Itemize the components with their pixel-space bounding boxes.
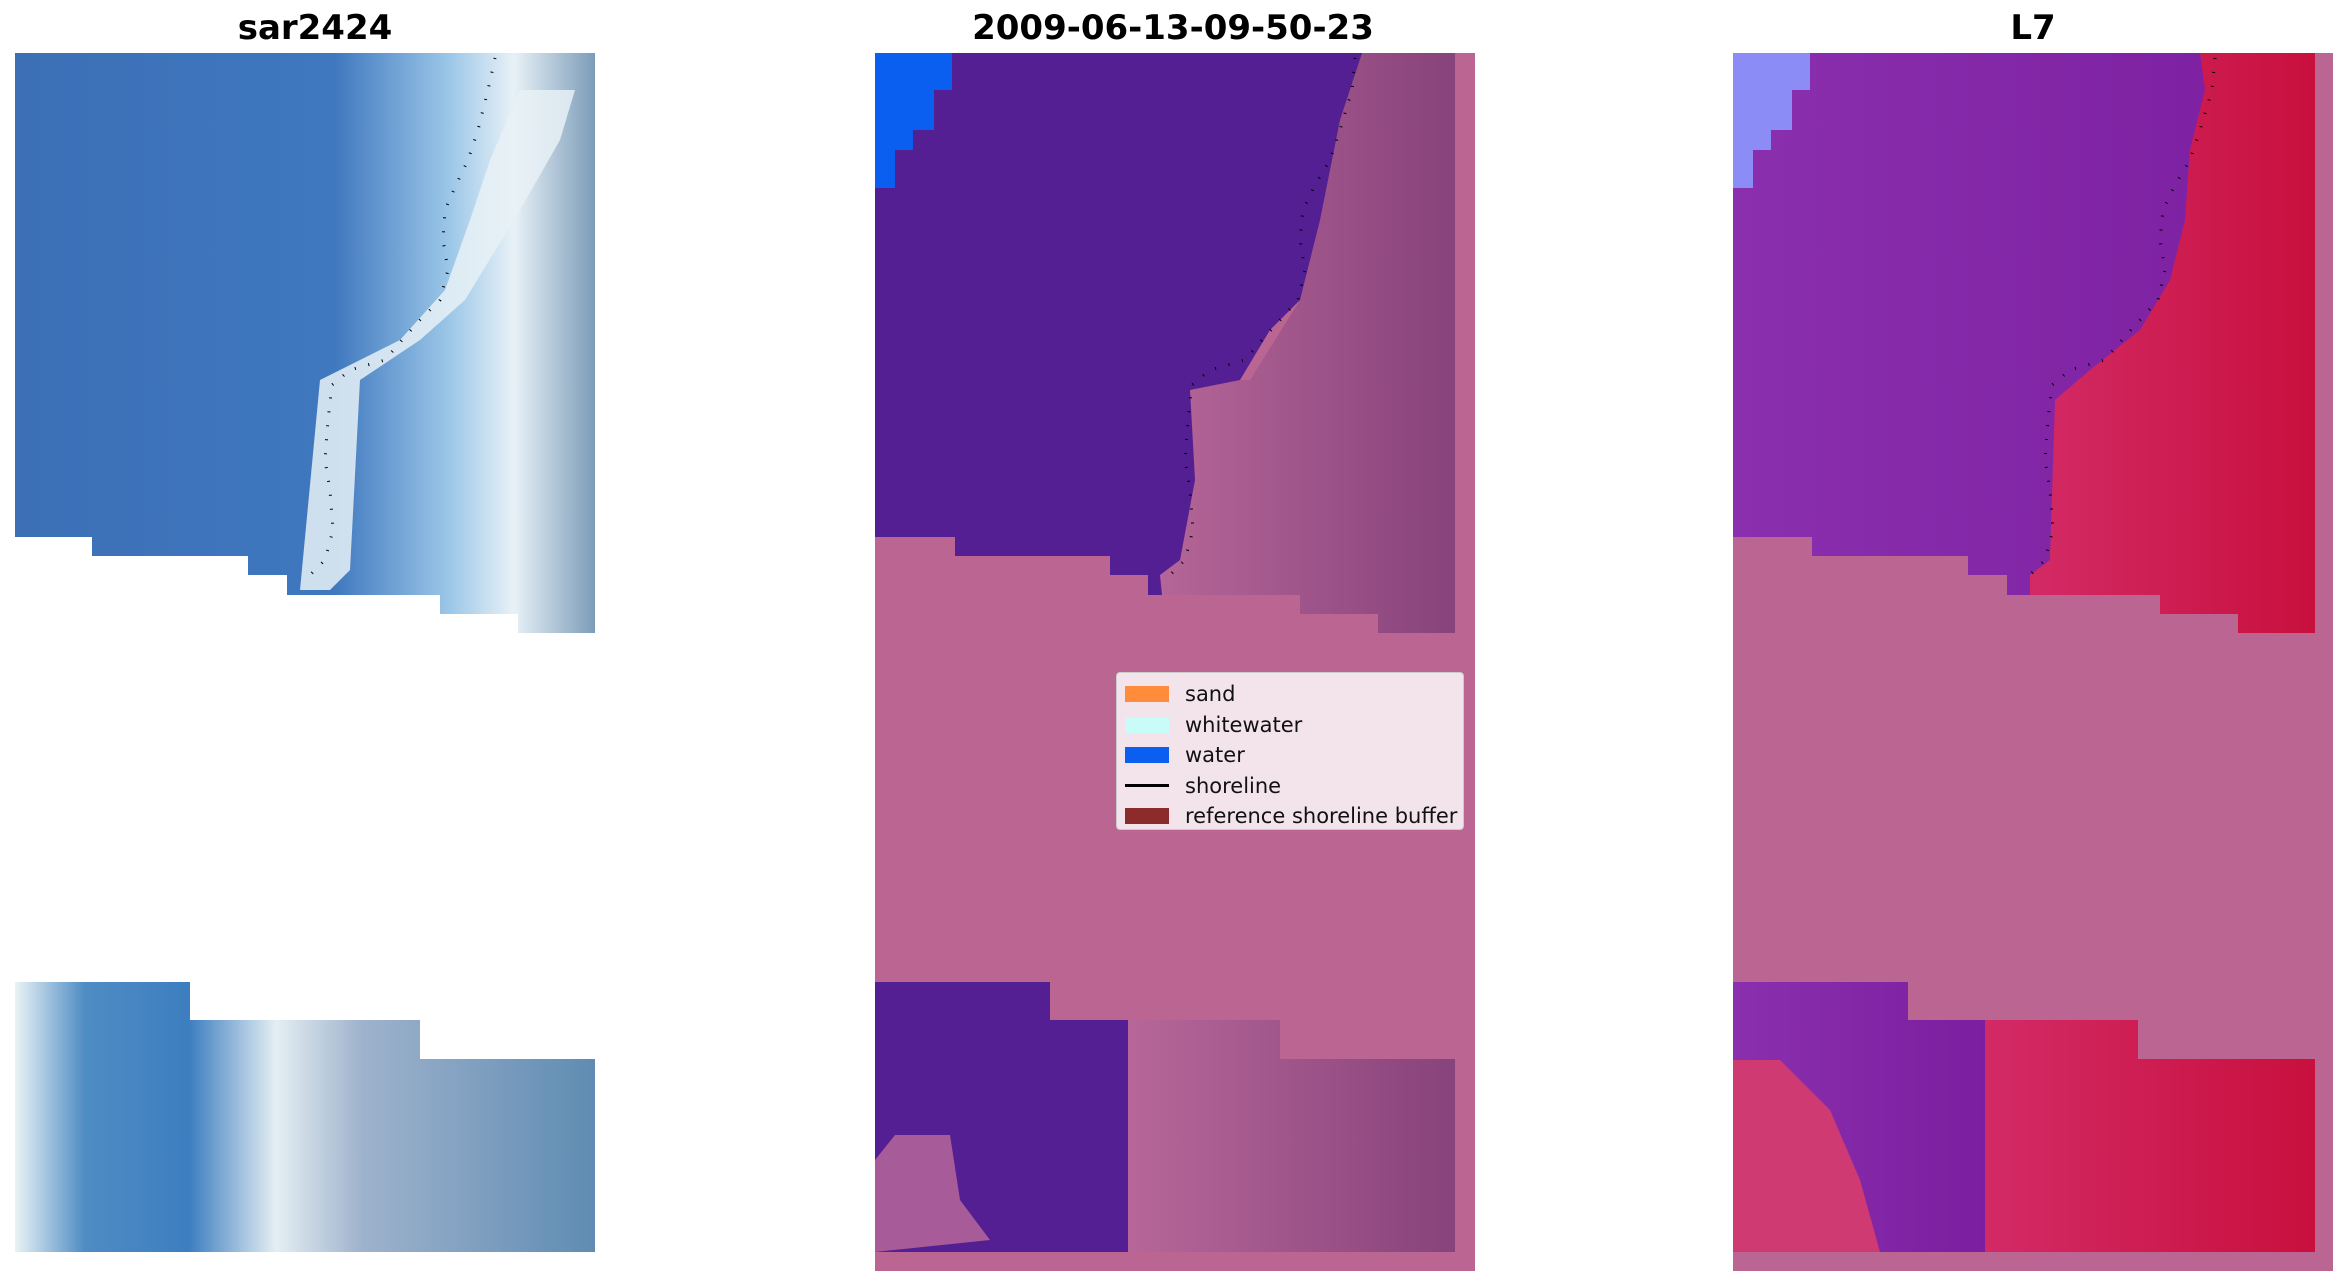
- sand-swatch: [1125, 686, 1169, 703]
- water-swatch: [1125, 747, 1169, 764]
- legend-item-water: water: [1117, 740, 1463, 771]
- legend-item-whitewater: whitewater: [1117, 710, 1463, 741]
- legend-label: whitewater: [1185, 712, 1303, 737]
- whitewater-swatch: [1125, 716, 1169, 733]
- shoreline-dots: [308, 57, 2217, 577]
- legend-item-buffer: reference shoreline buffer: [1117, 801, 1463, 832]
- classified-image: [875, 53, 1475, 1271]
- panel-title-mndwi: L7: [2010, 8, 2056, 48]
- buffer-swatch: [1125, 808, 1169, 825]
- mndwi-image: [1733, 53, 2333, 1271]
- legend-label: water: [1185, 743, 1245, 768]
- rgb-image: [15, 53, 595, 1252]
- shoreline-line-marker: [1125, 784, 1169, 788]
- panel-title-classified: 2009-06-13-09-50-23: [972, 8, 1374, 48]
- legend-item-shoreline: shoreline: [1117, 771, 1463, 802]
- panel-title-rgb: sar2424: [237, 8, 393, 48]
- legend: sand whitewater water shoreline referenc…: [1116, 672, 1464, 830]
- legend-label: shoreline: [1185, 773, 1282, 798]
- legend-label: reference shoreline buffer: [1185, 804, 1458, 829]
- legend-item-sand: sand: [1117, 679, 1463, 710]
- legend-label: sand: [1185, 682, 1236, 707]
